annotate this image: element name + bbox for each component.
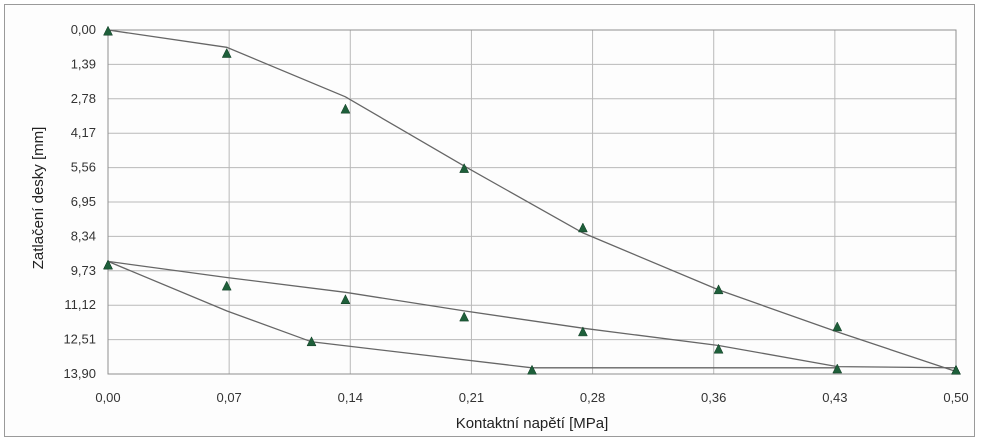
triangle-marker (221, 47, 232, 58)
y-tick-label: 13,90 (63, 366, 96, 381)
triangle-marker (577, 222, 588, 233)
y-tick-label: 12,51 (63, 332, 96, 347)
series-line-1 (107, 29, 957, 373)
y-tick-label: 1,39 (71, 56, 96, 71)
grid (107, 29, 957, 375)
triangle-marker (527, 364, 537, 375)
x-axis-title: Kontaktní napětí [MPa] (456, 415, 609, 432)
triangle-marker (832, 363, 843, 374)
triangle-marker (306, 336, 317, 347)
triangle-marker (713, 343, 724, 354)
triangle-marker (340, 103, 351, 114)
y-tick-label: 5,56 (71, 160, 96, 175)
x-tick-label: 0,07 (216, 390, 241, 405)
x-tick-label: 0,00 (95, 390, 120, 405)
y-tick-label: 11,12 (64, 297, 96, 312)
triangle-marker (459, 311, 470, 322)
triangle-marker (221, 280, 232, 291)
x-tick-label: 0,50 (943, 390, 968, 405)
y-tick-label: 0,00 (71, 22, 96, 37)
series-markers (103, 25, 961, 375)
x-tick-label: 0,36 (701, 390, 726, 405)
y-tick-labels: 0,00 1,39 2,78 4,17 5,56 6,95 8,34 9,73 11,12 12,… (63, 22, 96, 381)
y-tick-label: 9,73 (71, 263, 96, 278)
y-tick-label: 6,95 (71, 194, 96, 209)
triangle-marker (832, 321, 843, 332)
x-tick-label: 0,21 (459, 390, 484, 405)
y-tick-label: 4,17 (71, 125, 96, 140)
triangle-marker (713, 284, 724, 295)
y-axis-title: Zatlačení desky [mm] (30, 127, 47, 270)
y-tick-label: 2,78 (71, 91, 96, 106)
x-tick-label: 0,28 (580, 390, 605, 405)
series-line-3 (107, 260, 838, 369)
triangle-marker (103, 25, 113, 36)
triangle-marker (577, 326, 588, 337)
series-line-2 (107, 260, 957, 369)
triangle-marker (951, 364, 961, 375)
triangle-marker (340, 294, 351, 305)
x-tick-labels: 0,00 0,07 0,14 0,21 0,28 0,36 0,43 0,50 (95, 390, 968, 405)
x-tick-label: 0,43 (822, 390, 847, 405)
y-tick-label: 8,34 (71, 228, 96, 243)
triangle-marker (459, 163, 470, 173)
x-tick-label: 0,14 (338, 390, 363, 405)
triangle-marker (103, 259, 113, 270)
series-lines (107, 29, 957, 373)
chart-frame (4, 4, 975, 437)
